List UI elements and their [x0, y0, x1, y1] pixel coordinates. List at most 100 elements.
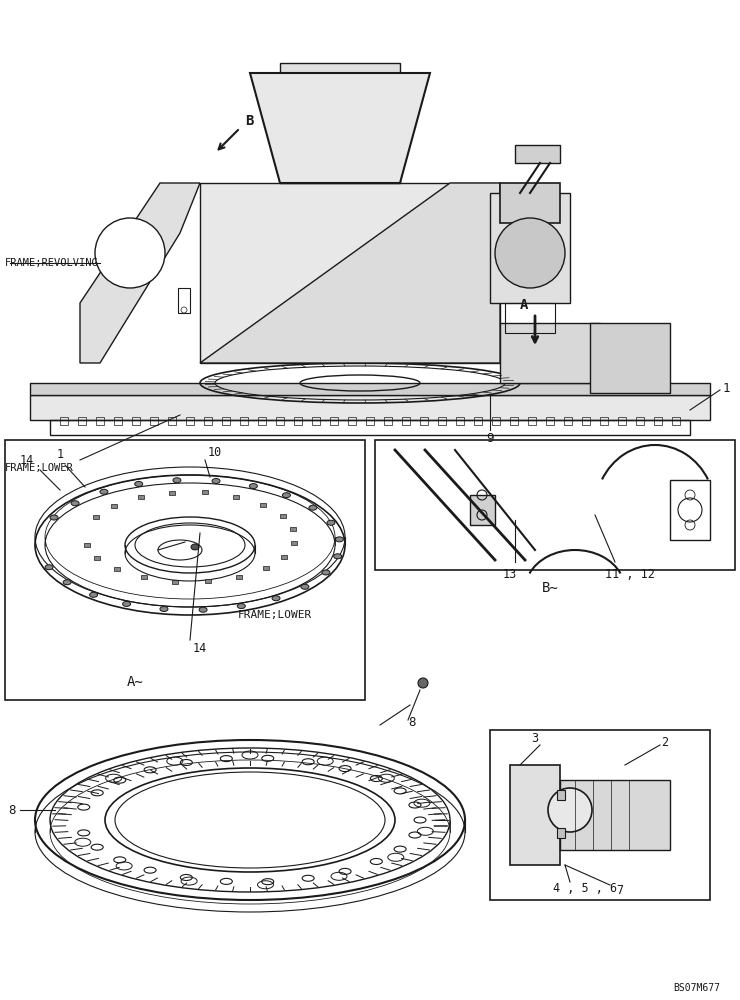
Text: 8: 8 [408, 716, 416, 728]
Bar [201, 490, 208, 494]
Text: 9: 9 [486, 432, 494, 444]
Ellipse shape [135, 481, 143, 486]
Bar [564, 417, 572, 425]
Ellipse shape [334, 554, 342, 559]
Text: 2: 2 [662, 736, 668, 748]
Ellipse shape [301, 584, 309, 589]
Ellipse shape [160, 607, 168, 612]
Bar [30, 395, 710, 420]
Bar [654, 417, 662, 425]
Bar [500, 323, 600, 383]
Ellipse shape [50, 515, 58, 520]
Bar [510, 417, 518, 425]
Bar [492, 417, 500, 425]
Bar [200, 183, 500, 363]
Bar [590, 323, 670, 393]
Bar [618, 417, 626, 425]
Bar [420, 417, 428, 425]
Ellipse shape [191, 544, 199, 550]
Ellipse shape [322, 570, 330, 575]
Text: 8: 8 [8, 804, 16, 816]
Bar [94, 556, 101, 560]
Bar [141, 575, 147, 579]
Bar [438, 417, 446, 425]
Bar [474, 417, 482, 425]
Bar [92, 515, 98, 519]
Bar [172, 580, 178, 584]
Ellipse shape [45, 565, 53, 570]
Bar [281, 555, 287, 559]
Bar [186, 417, 194, 425]
Bar [150, 417, 158, 425]
Polygon shape [250, 73, 430, 183]
Bar [96, 417, 104, 425]
Bar [30, 383, 710, 395]
Bar [600, 417, 608, 425]
Ellipse shape [272, 596, 280, 601]
Text: 4 , 5 , 6: 4 , 5 , 6 [553, 882, 617, 894]
Polygon shape [200, 183, 500, 363]
Text: 1: 1 [723, 381, 730, 394]
Bar [560, 780, 670, 850]
Text: 11 , 12: 11 , 12 [605, 568, 655, 582]
Text: 1: 1 [56, 448, 64, 462]
Bar [500, 183, 560, 223]
Ellipse shape [548, 788, 592, 832]
Ellipse shape [123, 601, 130, 606]
Bar [233, 495, 239, 499]
Text: FRAME;LOWER: FRAME;LOWER [5, 463, 74, 473]
Bar [557, 828, 565, 838]
Bar [168, 417, 176, 425]
Ellipse shape [173, 478, 181, 483]
Ellipse shape [90, 592, 98, 597]
Ellipse shape [335, 537, 343, 542]
Ellipse shape [95, 218, 165, 288]
Bar [276, 417, 284, 425]
Polygon shape [80, 183, 200, 363]
Bar [636, 417, 644, 425]
Bar [240, 417, 248, 425]
Bar [178, 288, 190, 313]
Text: FRAME;REVOLVING: FRAME;REVOLVING [5, 258, 98, 268]
Bar [490, 193, 570, 303]
Bar [470, 495, 495, 525]
Ellipse shape [418, 678, 428, 688]
Bar [366, 417, 374, 425]
Bar [114, 567, 120, 571]
Bar [672, 417, 680, 425]
Bar [114, 417, 122, 425]
Bar [291, 541, 297, 545]
Ellipse shape [238, 604, 245, 609]
Text: B: B [245, 114, 253, 128]
Bar [84, 543, 90, 547]
Text: 14: 14 [20, 454, 34, 466]
Text: FRAME;LOWER: FRAME;LOWER [238, 610, 312, 620]
Text: A∼: A∼ [127, 675, 144, 689]
Ellipse shape [71, 501, 79, 506]
Ellipse shape [249, 484, 258, 489]
Bar [330, 417, 338, 425]
Bar [670, 480, 710, 540]
Bar [375, 440, 735, 570]
Bar [402, 417, 410, 425]
Bar [557, 790, 565, 800]
Ellipse shape [495, 218, 565, 288]
Text: 10: 10 [208, 446, 222, 460]
Bar [112, 504, 118, 508]
Text: 13: 13 [503, 568, 517, 582]
Bar [515, 145, 560, 163]
Bar [236, 575, 242, 579]
Bar [290, 527, 297, 531]
Bar [258, 417, 266, 425]
Bar [510, 765, 560, 865]
Bar [78, 417, 86, 425]
Bar [204, 417, 212, 425]
Ellipse shape [212, 478, 220, 483]
Text: 7: 7 [616, 884, 624, 896]
Text: B∼: B∼ [542, 581, 559, 595]
Bar [260, 503, 266, 507]
Ellipse shape [327, 520, 335, 525]
Bar [263, 566, 269, 570]
Bar [60, 417, 68, 425]
Bar [490, 730, 710, 900]
